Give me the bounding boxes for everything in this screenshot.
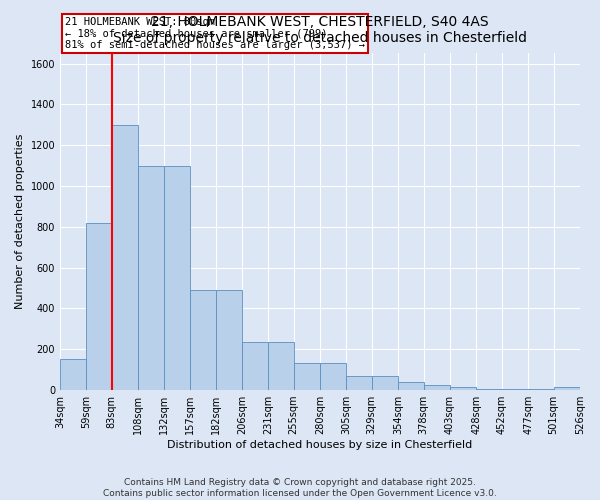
Bar xyxy=(502,389,528,390)
Bar xyxy=(554,387,580,390)
Bar xyxy=(293,362,320,390)
Bar xyxy=(164,166,190,390)
Bar xyxy=(346,376,372,390)
Bar xyxy=(528,389,554,390)
X-axis label: Distribution of detached houses by size in Chesterfield: Distribution of detached houses by size … xyxy=(167,440,473,450)
Bar xyxy=(372,376,398,390)
Text: 21 HOLMEBANK WEST: 80sqm
← 18% of detached houses are smaller (799)
81% of semi-: 21 HOLMEBANK WEST: 80sqm ← 18% of detach… xyxy=(65,16,365,50)
Bar xyxy=(320,362,346,390)
Bar xyxy=(86,222,112,390)
Title: 21, HOLMEBANK WEST, CHESTERFIELD, S40 4AS
Size of property relative to detached : 21, HOLMEBANK WEST, CHESTERFIELD, S40 4A… xyxy=(113,15,527,45)
Y-axis label: Number of detached properties: Number of detached properties xyxy=(15,134,25,310)
Bar xyxy=(190,290,217,390)
Bar xyxy=(450,387,476,390)
Bar xyxy=(112,124,138,390)
Bar xyxy=(424,385,450,390)
Bar xyxy=(268,342,293,390)
Text: Contains HM Land Registry data © Crown copyright and database right 2025.
Contai: Contains HM Land Registry data © Crown c… xyxy=(103,478,497,498)
Bar xyxy=(398,382,424,390)
Bar xyxy=(138,166,164,390)
Bar xyxy=(217,290,242,390)
Bar xyxy=(476,389,502,390)
Bar xyxy=(242,342,268,390)
Bar xyxy=(60,360,86,390)
